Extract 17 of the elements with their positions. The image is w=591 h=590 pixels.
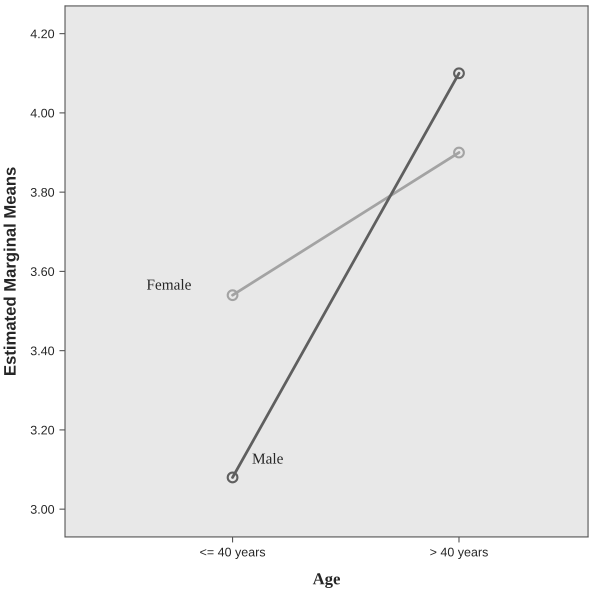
y-tick-label: 4.20 <box>30 29 54 38</box>
y-tick-label: 3.20 <box>30 426 54 435</box>
x-tick-label: > 40 years <box>430 548 488 559</box>
y-tick-label: 3.80 <box>30 188 54 197</box>
point <box>453 67 465 80</box>
point <box>453 146 465 158</box>
point <box>226 289 238 302</box>
text: Female <box>146 279 191 290</box>
y-tick-label: 3.00 <box>30 504 54 514</box>
y-tick-label: 4.00 <box>30 108 54 118</box>
point <box>226 472 238 484</box>
x-tick-label: <= 40 years <box>200 548 266 559</box>
y-tick-label: 3.60 <box>30 267 54 276</box>
y-tick-label: 3.40 <box>30 346 54 356</box>
y-axis-title: Estimated Marginal Means <box>4 167 20 375</box>
series-label: Male <box>252 452 283 464</box>
x-axis-title: Age <box>312 573 340 588</box>
